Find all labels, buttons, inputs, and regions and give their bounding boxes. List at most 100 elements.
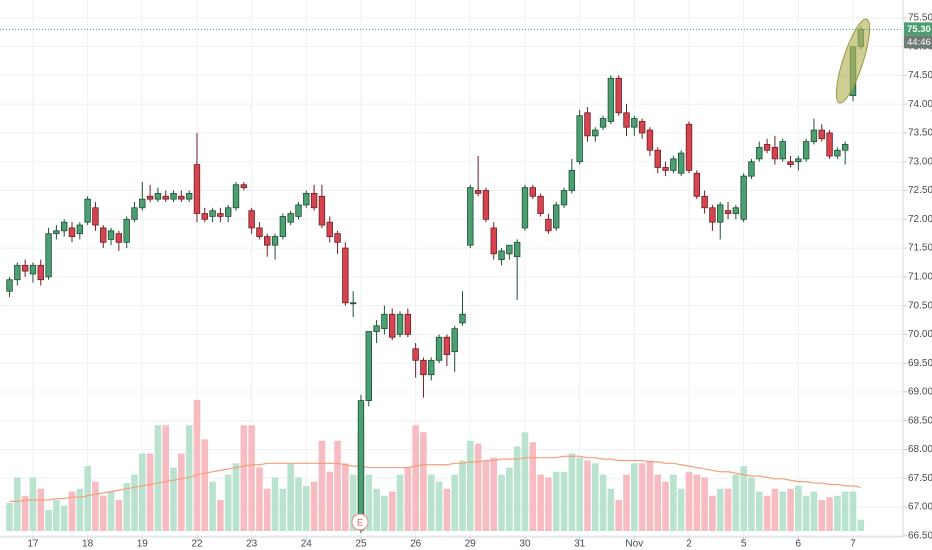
volume-bar bbox=[552, 471, 560, 531]
x-tick-label: Nov bbox=[625, 539, 643, 550]
candle-body bbox=[435, 336, 443, 361]
y-tick-label: 71.00 bbox=[908, 271, 932, 282]
y-tick-label: 74.00 bbox=[908, 99, 932, 110]
candle-body bbox=[537, 195, 544, 214]
volume-bar bbox=[92, 481, 99, 531]
candle-body bbox=[662, 167, 669, 171]
last-price-box bbox=[904, 22, 932, 36]
volume-bar bbox=[716, 488, 724, 531]
volume-layer bbox=[6, 399, 865, 531]
volume-bar bbox=[263, 488, 271, 531]
volume-bar bbox=[342, 463, 349, 531]
volume-bar bbox=[607, 488, 615, 531]
y-tick-label: 68.00 bbox=[908, 444, 932, 455]
volume-bar bbox=[107, 491, 115, 531]
candle-body bbox=[740, 175, 747, 220]
candle-body bbox=[146, 195, 154, 200]
volume-bar bbox=[818, 499, 826, 531]
volume-bar bbox=[670, 474, 677, 531]
volume-bar bbox=[373, 488, 380, 531]
candle-body bbox=[365, 331, 372, 401]
volume-bar bbox=[123, 483, 130, 531]
candle-body bbox=[482, 190, 490, 220]
x-tick-label: 22 bbox=[191, 539, 203, 550]
volume-bar bbox=[779, 491, 787, 531]
volume-bar bbox=[521, 432, 529, 531]
x-tick-label: 30 bbox=[519, 539, 531, 550]
volume-bar bbox=[21, 495, 29, 531]
volume-bar bbox=[271, 477, 279, 531]
x-tick-label: 17 bbox=[27, 539, 39, 550]
candle-body bbox=[529, 187, 536, 197]
volume-bar bbox=[576, 457, 583, 531]
volume-bar bbox=[646, 460, 654, 531]
candle-body bbox=[459, 313, 466, 324]
candle-body bbox=[21, 264, 29, 272]
candle-body bbox=[420, 359, 427, 376]
candle-body bbox=[802, 141, 810, 160]
y-tick-label: 73.50 bbox=[908, 128, 932, 139]
candle-body bbox=[615, 77, 622, 114]
candle-body bbox=[717, 204, 724, 223]
volume-bar bbox=[849, 491, 857, 531]
volume-bar bbox=[131, 474, 138, 531]
volume-bar bbox=[467, 440, 474, 531]
volume-bar bbox=[451, 474, 458, 531]
candle-body bbox=[318, 195, 326, 226]
volume-bar bbox=[232, 463, 240, 531]
volume-bar bbox=[787, 488, 794, 531]
candle-body bbox=[334, 233, 341, 243]
candle-body bbox=[677, 152, 685, 174]
candle-body bbox=[638, 121, 646, 134]
candle-body bbox=[217, 213, 224, 217]
candle-body bbox=[170, 192, 177, 200]
candle-body bbox=[123, 218, 130, 243]
volume-bar bbox=[490, 457, 498, 531]
candle-body bbox=[670, 158, 677, 171]
candle-body bbox=[373, 325, 380, 332]
volume-bar bbox=[287, 463, 294, 531]
volume-bar bbox=[701, 477, 708, 531]
candle-body bbox=[568, 169, 576, 191]
candle-body bbox=[185, 192, 193, 200]
y-tick-label: 67.50 bbox=[908, 473, 932, 484]
volume-bar bbox=[60, 505, 68, 531]
highlight-ellipse bbox=[835, 18, 871, 104]
earnings-circle[interactable] bbox=[351, 513, 369, 531]
candle-body bbox=[264, 236, 271, 246]
volume-bar bbox=[365, 474, 373, 531]
volume-bar bbox=[841, 491, 849, 531]
volume-bar bbox=[560, 471, 568, 531]
candle-body bbox=[467, 187, 474, 246]
earnings-label[interactable]: E bbox=[357, 517, 363, 527]
volume-bar bbox=[185, 425, 193, 531]
x-tick-label: 6 bbox=[796, 539, 802, 550]
candle-body bbox=[342, 247, 349, 304]
volume-bar bbox=[435, 481, 443, 531]
volume-bar bbox=[45, 509, 52, 531]
volume-bar bbox=[326, 471, 334, 531]
candle-body bbox=[326, 221, 333, 237]
y-tick-label: 71.50 bbox=[908, 243, 932, 254]
candle-body bbox=[224, 207, 232, 217]
volume-bar bbox=[615, 499, 622, 531]
candle-body bbox=[381, 313, 388, 330]
candle-body bbox=[404, 313, 412, 335]
candle-body bbox=[795, 158, 802, 163]
volume-bar bbox=[654, 474, 662, 531]
y-tick-label: 72.00 bbox=[908, 214, 932, 225]
candle-body bbox=[29, 264, 37, 275]
candle-body bbox=[389, 313, 396, 338]
candle-body bbox=[287, 213, 294, 223]
volume-bar bbox=[748, 477, 755, 531]
volume-bar bbox=[14, 477, 21, 531]
candle-body bbox=[139, 198, 146, 209]
volume-bar bbox=[84, 466, 91, 531]
y-tick-label: 70.00 bbox=[908, 329, 932, 340]
volume-bar bbox=[513, 446, 521, 531]
x-tick-label: 26 bbox=[410, 539, 422, 550]
volume-bar bbox=[138, 453, 146, 531]
candle-body bbox=[443, 336, 451, 355]
candle-body bbox=[451, 328, 458, 353]
volume-bar bbox=[810, 491, 818, 531]
